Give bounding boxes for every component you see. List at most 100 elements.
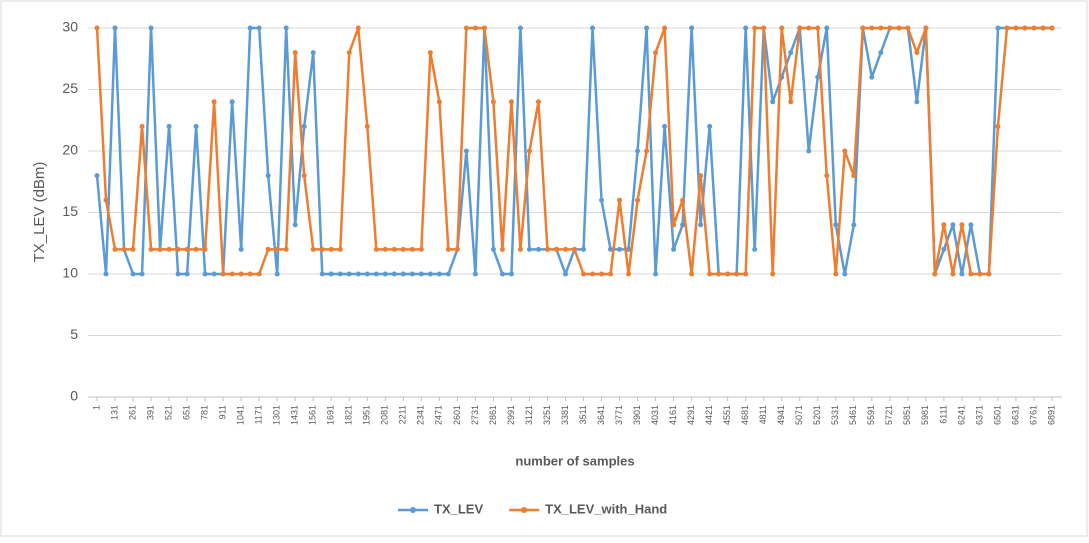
data-point (662, 123, 668, 129)
data-point (590, 271, 596, 277)
data-point (382, 271, 388, 277)
x-tick-label: 261 (127, 405, 137, 420)
data-point (896, 25, 902, 31)
x-tick-label: 1301 (272, 405, 282, 425)
data-point (851, 222, 857, 228)
x-tick-label: 5071 (794, 405, 804, 425)
data-point (94, 173, 100, 179)
y-tick-label: 20 (62, 142, 78, 158)
data-point (157, 246, 163, 252)
data-point (671, 246, 677, 252)
x-tick-label: 1561 (308, 405, 318, 425)
data-point (526, 148, 532, 154)
data-point (247, 25, 253, 31)
data-point (833, 222, 839, 228)
data-point (815, 74, 821, 80)
data-point (770, 99, 776, 105)
legend-marker (410, 507, 416, 513)
data-point (959, 271, 965, 277)
data-point (842, 148, 848, 154)
data-point (310, 50, 316, 56)
data-point (959, 222, 965, 228)
y-tick-label: 30 (62, 19, 78, 35)
data-point (1022, 25, 1028, 31)
data-point (346, 50, 352, 56)
data-point (617, 246, 623, 252)
data-point (175, 246, 181, 252)
data-point (472, 271, 478, 277)
data-point (400, 246, 406, 252)
data-point (869, 74, 875, 80)
data-point (788, 99, 794, 105)
data-point (662, 25, 668, 31)
data-point (292, 50, 298, 56)
x-tick-label: 5591 (866, 405, 876, 425)
y-tick-label: 10 (62, 265, 78, 281)
x-tick-label: 2471 (434, 405, 444, 425)
x-tick-label: 1431 (290, 405, 300, 425)
data-point (743, 271, 749, 277)
data-point (346, 271, 352, 277)
data-point (689, 25, 695, 31)
data-point (725, 271, 731, 277)
data-point (310, 246, 316, 252)
data-point (806, 148, 812, 154)
x-tick-label: 521 (163, 405, 173, 420)
data-point (256, 25, 262, 31)
data-point (562, 246, 568, 252)
data-point (878, 25, 884, 31)
x-tick-label: 6761 (1028, 405, 1038, 425)
data-point (851, 173, 857, 179)
data-point (130, 271, 136, 277)
x-tick-label: 5721 (884, 405, 894, 425)
x-axis-title: number of samples (515, 453, 634, 468)
data-point (644, 148, 650, 154)
data-point (283, 25, 289, 31)
data-point (103, 271, 109, 277)
x-tick-label: 4291 (686, 405, 696, 425)
data-point (283, 246, 289, 252)
data-point (265, 173, 271, 179)
data-point (364, 123, 370, 129)
y-tick-label: 0 (70, 388, 78, 404)
data-point (364, 271, 370, 277)
x-tick-label: 3251 (542, 405, 552, 425)
data-point (301, 123, 307, 129)
data-point (499, 271, 505, 277)
data-point (148, 246, 154, 252)
data-point (463, 25, 469, 31)
data-point (130, 246, 136, 252)
data-point (941, 246, 947, 252)
x-tick-label: 3901 (632, 405, 642, 425)
data-point (932, 271, 938, 277)
data-point (1031, 25, 1037, 31)
x-tick-label: 1951 (362, 405, 372, 425)
x-tick-label: 5851 (902, 405, 912, 425)
x-tick-label: 6501 (992, 405, 1002, 425)
data-point (499, 246, 505, 252)
data-point (833, 271, 839, 277)
data-point (301, 173, 307, 179)
x-tick-label: 6891 (1046, 405, 1056, 425)
data-point (274, 246, 280, 252)
data-point (445, 271, 451, 277)
data-point (1013, 25, 1019, 31)
data-point (139, 271, 145, 277)
data-point (382, 246, 388, 252)
data-point (328, 246, 334, 252)
data-point (445, 246, 451, 252)
legend-label: TX_LEV_with_Hand (545, 501, 667, 516)
data-point (337, 246, 343, 252)
data-point (175, 271, 181, 277)
data-point (689, 271, 695, 277)
data-point (373, 271, 379, 277)
data-point (544, 246, 550, 252)
data-point (238, 271, 244, 277)
data-point (815, 25, 821, 31)
data-point (211, 271, 217, 277)
y-axis-title: TX_LEV (dBm) (31, 162, 48, 263)
data-point (427, 271, 433, 277)
data-point (202, 271, 208, 277)
data-point (211, 99, 217, 105)
